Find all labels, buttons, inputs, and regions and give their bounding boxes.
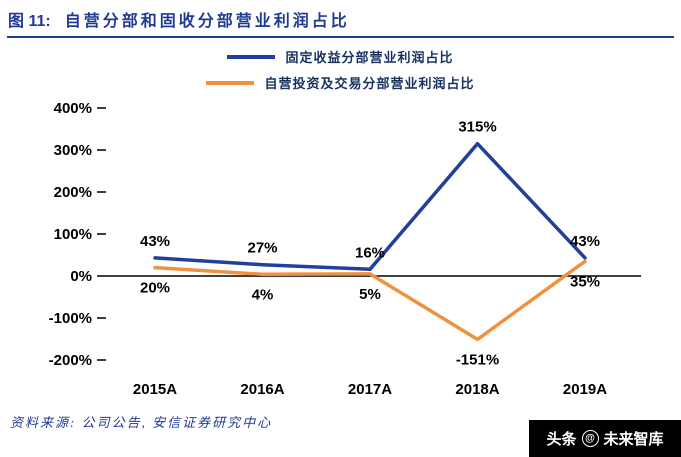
svg-text:20%: 20% <box>140 280 170 297</box>
circle-logo-icon: @ <box>581 430 599 447</box>
svg-text:2018A: 2018A <box>455 381 499 398</box>
watermark-name: 未来智库 <box>603 431 664 448</box>
figure-header: 图 11: 自营分部和固收分部营业利润占比 <box>0 0 681 34</box>
figure-title: 自营分部和固收分部营业利润占比 <box>64 13 350 30</box>
legend-item-fixed-income: 固定收益分部营业利润占比 <box>227 47 453 66</box>
svg-text:2015A: 2015A <box>133 381 177 398</box>
svg-text:27%: 27% <box>247 240 277 257</box>
svg-text:400%: 400% <box>54 100 92 117</box>
svg-text:315%: 315% <box>458 119 496 136</box>
legend-line-swatch-orange <box>206 80 255 85</box>
svg-text:300%: 300% <box>54 142 92 159</box>
figure-number: 图 11: <box>8 13 51 30</box>
svg-text:2019A: 2019A <box>563 381 607 398</box>
chart-legend: 固定收益分部营业利润占比 自营投资及交易分部营业利润占比 <box>0 47 681 92</box>
svg-text:2017A: 2017A <box>348 381 392 398</box>
svg-text:2016A: 2016A <box>240 381 284 398</box>
svg-text:100%: 100% <box>54 226 92 243</box>
svg-text:16%: 16% <box>355 244 385 261</box>
header-divider <box>7 36 674 38</box>
source-note: 资料来源: 公司公告, 安信证券研究中心 <box>10 415 273 430</box>
legend-line-swatch-blue <box>227 54 276 59</box>
watermark-prefix: 头条 <box>546 431 577 448</box>
svg-text:-151%: -151% <box>456 351 499 368</box>
legend-item-proprietary: 自营投资及交易分部营业利润占比 <box>206 73 474 92</box>
line-chart: 400% 300% 200% 100% 0% -100% -200% 43% 27% 16% 315… <box>49 100 641 398</box>
svg-text:0%: 0% <box>70 268 92 285</box>
svg-text:-100%: -100% <box>49 310 92 327</box>
svg-text:43%: 43% <box>140 233 170 250</box>
svg-text:43%: 43% <box>570 233 600 250</box>
svg-text:4%: 4% <box>252 286 274 303</box>
svg-text:200%: 200% <box>54 184 92 201</box>
svg-text:-200%: -200% <box>49 352 92 369</box>
legend-label-fixed-income: 固定收益分部营业利润占比 <box>285 50 454 65</box>
svg-text:5%: 5% <box>359 286 381 303</box>
svg-text:35%: 35% <box>570 273 600 290</box>
toutiao-watermark: 头条 @ 未来智库 <box>529 420 681 457</box>
legend-label-proprietary: 自营投资及交易分部营业利润占比 <box>264 76 475 91</box>
